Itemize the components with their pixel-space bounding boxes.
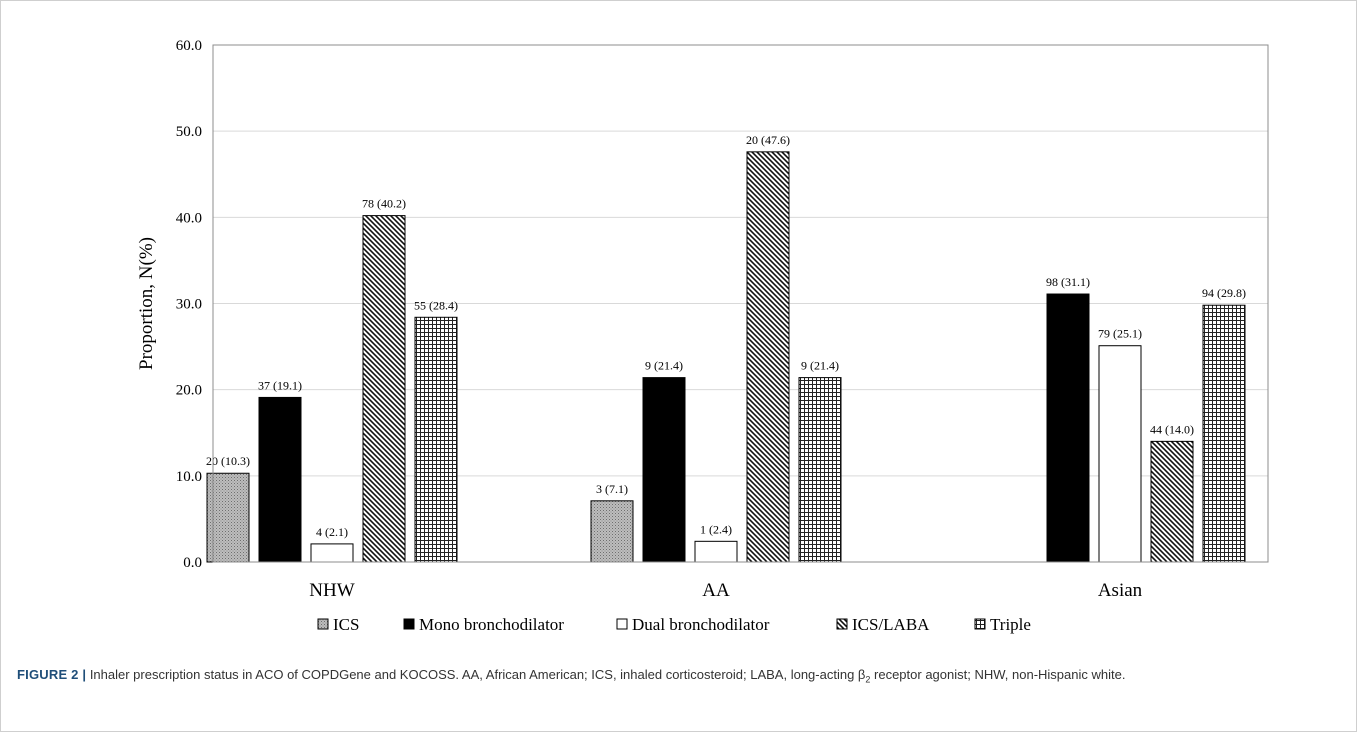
y-tick-label: 10.0 [176, 469, 202, 485]
bar [362, 215, 406, 563]
legend-swatch [317, 618, 329, 630]
legend-swatch [974, 618, 986, 630]
data-label: 4 (2.1) [316, 525, 348, 539]
x-tick-label: AA [702, 580, 730, 601]
data-label: 94 (29.8) [1202, 286, 1246, 300]
bar [414, 316, 458, 563]
bar [642, 377, 686, 563]
y-tick-label: 50.0 [176, 124, 202, 140]
data-label: 9 (21.4) [645, 359, 683, 373]
data-label: 20 (10.3) [206, 454, 250, 468]
data-label: 37 (19.1) [258, 378, 302, 392]
legend-label: Triple [990, 615, 1031, 634]
bar [590, 500, 634, 563]
y-tick-label: 30.0 [176, 297, 202, 313]
y-tick-label: 20.0 [176, 383, 202, 399]
legend-label: ICS [333, 615, 359, 634]
legend-swatch [616, 618, 628, 630]
caption-label: FIGURE 2 | [17, 667, 87, 682]
data-label: 1 (2.4) [700, 522, 732, 536]
data-label: 55 (28.4) [414, 298, 458, 312]
data-label: 78 (40.2) [362, 197, 406, 211]
bar [1202, 304, 1246, 563]
legend-swatch [836, 618, 848, 630]
bar [746, 151, 790, 563]
bar [1150, 440, 1194, 563]
plot-border [212, 44, 1269, 563]
data-label: 20 (47.6) [746, 133, 790, 147]
data-label: 9 (21.4) [801, 359, 839, 373]
y-tick-label: 0.0 [183, 555, 202, 571]
data-label: 98 (31.1) [1046, 275, 1090, 289]
y-tick-label: 40.0 [176, 210, 202, 226]
bar [310, 543, 354, 563]
legend-label: Dual bronchodilator [632, 615, 770, 634]
bar [206, 472, 250, 563]
bar-chart: 20 (10.3) 37 (19.1) 4 (2.1) 78 (40.2) 55 (28… [136, 38, 1269, 634]
legend-swatch [403, 618, 415, 630]
caption-subscript: 2 [865, 674, 871, 685]
x-tick-label: NHW [309, 580, 354, 601]
y-axis-label: Proportion, N(%) [136, 237, 157, 370]
data-label: 79 (25.1) [1098, 327, 1142, 341]
y-tick-label: 60.0 [176, 38, 202, 54]
x-tick-label: Asian [1098, 580, 1143, 601]
figure-caption: FIGURE 2 | Inhaler prescription status i… [17, 664, 1337, 685]
bar [258, 396, 302, 563]
data-label: 44 (14.0) [1150, 422, 1194, 436]
caption-text-end: receptor agonist; NHW, non-Hispanic whit… [870, 667, 1126, 682]
data-label: 3 (7.1) [596, 482, 628, 496]
bar [694, 540, 738, 563]
bar [798, 377, 842, 563]
bar [1098, 345, 1142, 563]
caption-text: Inhaler prescription status in ACO of CO… [86, 667, 866, 682]
legend-label: ICS/LABA [852, 615, 930, 634]
legend-label: Mono bronchodilator [419, 615, 564, 634]
bar [1046, 293, 1090, 563]
